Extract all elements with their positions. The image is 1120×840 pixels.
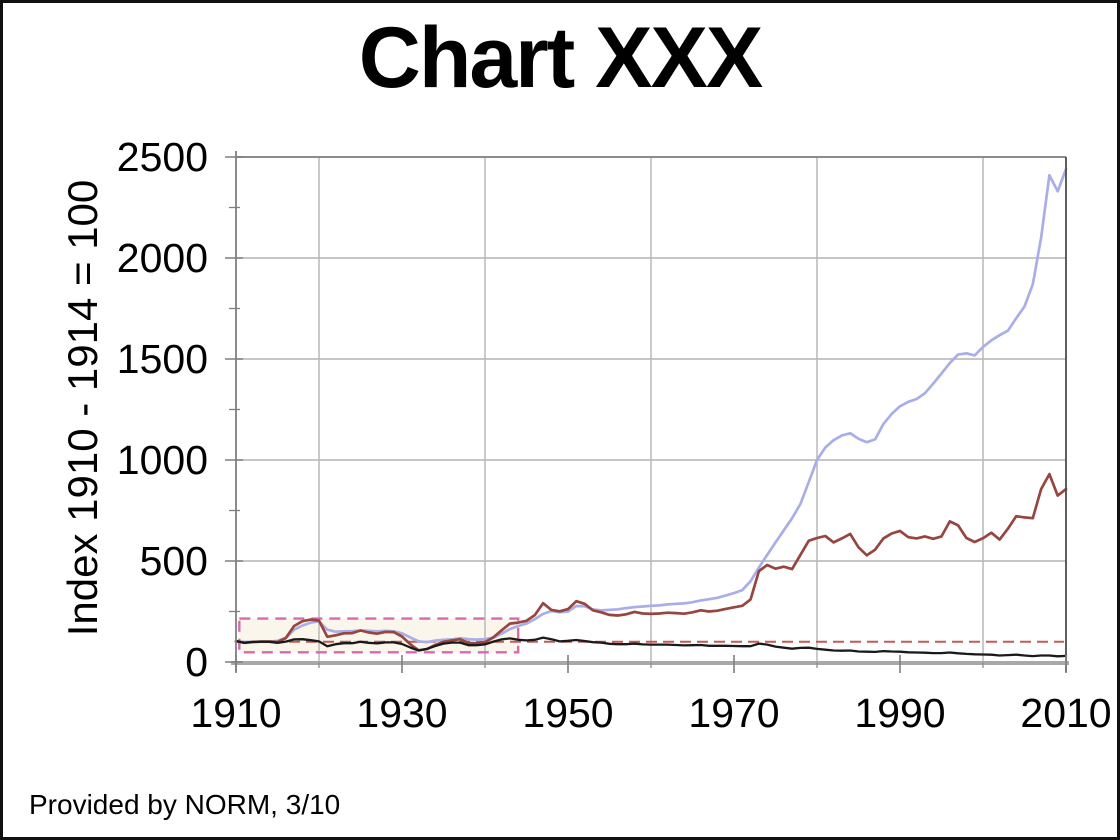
footer-credit: Provided by NORM, 3/10: [29, 789, 341, 820]
black-line: [234, 636, 1068, 658]
x-tick-label: 1910: [190, 690, 282, 736]
y-tick-label: 500: [139, 538, 208, 584]
y-tick-label: 1500: [116, 336, 208, 382]
x-tick-label: 1990: [854, 690, 946, 736]
highlight-box-fill: [239, 618, 519, 653]
y-tick-label: 2000: [116, 235, 208, 281]
highlight-box-border: [238, 617, 520, 654]
y-tick-label: 2500: [116, 134, 208, 180]
chart-title: Chart XXX: [358, 10, 764, 106]
x-tick-label: 1950: [522, 690, 614, 736]
x-tick-label: 1930: [356, 690, 448, 736]
plot-area: [225, 151, 1069, 673]
red-line: [234, 472, 1068, 652]
blue-line: [234, 167, 1068, 644]
y-tick-label: 1000: [116, 437, 208, 483]
x-tick-label: 2010: [1020, 690, 1112, 736]
y-tick-label: 0: [185, 639, 208, 685]
x-tick-label: 1970: [688, 690, 780, 736]
